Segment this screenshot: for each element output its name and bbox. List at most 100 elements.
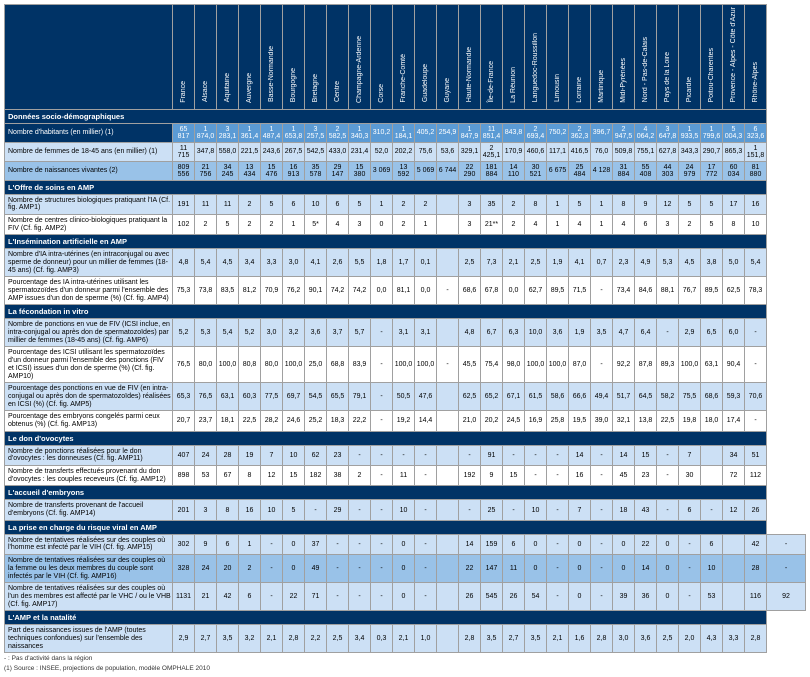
cell: 63,1 [217, 383, 239, 411]
section-header: L'Insémination artificielle en AMP [5, 235, 806, 249]
cell: 81 880 [745, 161, 767, 180]
cell: 22,2 [349, 411, 371, 431]
cell: 64,5 [635, 383, 657, 411]
row-label: Nombre de ponctions réalisées pour le do… [5, 445, 173, 465]
cell [701, 445, 723, 465]
data-table: FranceAlsaceAquitaineAuvergneBasse-Norma… [4, 4, 806, 653]
cell: 0 [657, 583, 679, 611]
cell: 24 979 [679, 161, 701, 180]
cell: 12 [261, 466, 283, 486]
cell: 8 [613, 194, 635, 214]
cell: 65 817 [173, 123, 195, 142]
table-row: Pourcentage des ICSI utilisant les sperm… [5, 347, 806, 383]
cell: 3,0 [261, 319, 283, 347]
cell: 30 521 [525, 161, 547, 180]
section-header: Données socio-démographiques [5, 109, 806, 123]
cell: 16,9 [525, 411, 547, 431]
cell: 81,2 [239, 277, 261, 305]
cell: 2 [239, 555, 261, 583]
cell: 70,6 [745, 383, 767, 411]
cell: 80,8 [239, 347, 261, 383]
cell: 59,3 [723, 383, 745, 411]
cell: - [415, 445, 437, 465]
cell: 13 434 [239, 161, 261, 180]
cell: 0 [569, 555, 591, 583]
section-header: L'AMP et la natalité [5, 611, 806, 625]
cell: 4,5 [217, 249, 239, 277]
cell: 117,1 [547, 142, 569, 161]
cell: - [591, 534, 613, 554]
col-header-label: Midi-Pyrénées [620, 58, 627, 103]
cell: 26 [503, 583, 525, 611]
cell: 23 [635, 466, 657, 486]
cell: - [547, 500, 569, 520]
cell: 898 [173, 466, 195, 486]
cell: 7 [261, 445, 283, 465]
cell: 3 [349, 214, 371, 234]
cell: 45 [613, 466, 635, 486]
cell: 2,1 [547, 625, 569, 653]
cell: 39,0 [591, 411, 613, 431]
cell: - [349, 583, 371, 611]
cell: 4,3 [701, 625, 723, 653]
cell: 18,3 [327, 411, 349, 431]
cell: - [437, 347, 459, 383]
cell [437, 500, 459, 520]
cell: 25,8 [547, 411, 569, 431]
cell: 26 [745, 500, 767, 520]
cell: 35 578 [305, 161, 327, 180]
cell: 73,4 [613, 277, 635, 305]
cell: - [525, 445, 547, 465]
cell: 2 947,5 [613, 123, 635, 142]
cell: 202,2 [393, 142, 415, 161]
cell: 7 [679, 445, 701, 465]
cell: 80,0 [261, 347, 283, 383]
cell: 24,5 [503, 411, 525, 431]
cell: 5,2 [239, 319, 261, 347]
row-label: Nombre d'IA intra-utérines (en intraconj… [5, 249, 173, 277]
cell: - [679, 583, 701, 611]
cell: 0 [657, 555, 679, 583]
cell: - [349, 555, 371, 583]
col-header-label: La Réunion [510, 67, 517, 103]
cell: 11 [217, 194, 239, 214]
col-header-label: Bretagne [312, 74, 319, 102]
cell: 328 [173, 555, 195, 583]
cell: 43 [635, 500, 657, 520]
cell: - [371, 383, 393, 411]
cell: - [305, 500, 327, 520]
cell: - [371, 411, 393, 431]
cell: 2,8 [591, 625, 613, 653]
cell: 80,0 [195, 347, 217, 383]
cell: 52,0 [371, 142, 393, 161]
cell: 90,1 [305, 277, 327, 305]
cell: 5 [569, 194, 591, 214]
cell: 290,7 [701, 142, 723, 161]
cell: 1131 [173, 583, 195, 611]
cell: 1,8 [371, 249, 393, 277]
cell: 65,2 [481, 383, 503, 411]
section-title: L'accueil d'embryons [5, 486, 767, 500]
cell: 4,8 [459, 319, 481, 347]
row-label: Pourcentage des IA intra-utérines utilis… [5, 277, 173, 305]
cell: 76,2 [283, 277, 305, 305]
cell: 87,0 [569, 347, 591, 383]
col-header-label: Martinique [598, 70, 605, 103]
cell: 407 [173, 445, 195, 465]
cell: - [591, 555, 613, 583]
cell: 49 [305, 555, 327, 583]
cell: 100,0 [283, 347, 305, 383]
col-header-label: France [180, 81, 187, 103]
cell: 79,1 [349, 383, 371, 411]
cell: 5 [349, 194, 371, 214]
cell: 3 [657, 214, 679, 234]
cell: 1,9 [547, 249, 569, 277]
cell: 627,8 [657, 142, 679, 161]
col-header-label: Provence - Alpes - Côte d'Azur [730, 7, 737, 103]
cell: - [547, 445, 569, 465]
cell: 4,5 [679, 249, 701, 277]
cell: - [591, 277, 613, 305]
cell: 100,0 [393, 347, 415, 383]
cell: 16 [745, 194, 767, 214]
cell: 17,4 [723, 411, 745, 431]
